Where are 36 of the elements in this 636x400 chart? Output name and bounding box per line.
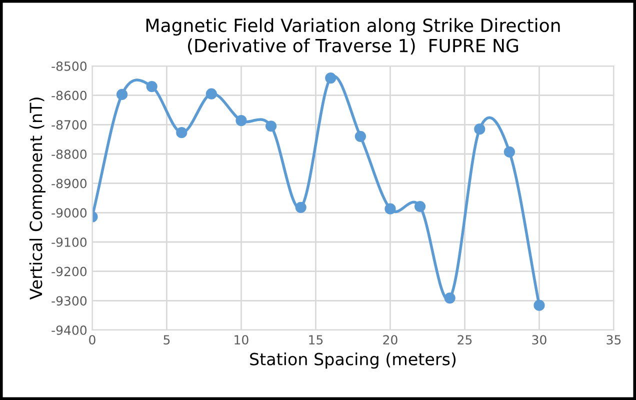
point	[534, 300, 545, 311]
x-tick-label: 5	[164, 335, 170, 345]
y-tick-label: -8600	[52, 90, 87, 100]
point	[325, 72, 336, 84]
x-tick-label: 25	[458, 335, 472, 345]
point	[444, 292, 456, 304]
y-tick-label: -9200	[52, 266, 87, 276]
y-tick-label: -9300	[52, 296, 87, 306]
y-tick-label: -8700	[52, 120, 87, 130]
x-tick-label: 20	[383, 335, 398, 345]
point	[354, 130, 366, 142]
chart-title: Magnetic Field Variation along Strike Direction (Derivative of Traverse 1) FUPRE NG	[146, 18, 560, 54]
point	[504, 146, 515, 158]
x-axis-title: Station Spacing (meters)	[250, 352, 456, 369]
point	[206, 88, 217, 100]
y-tick-label: -8500	[52, 61, 87, 71]
point	[116, 88, 128, 100]
y-axis-title: Vertical Component (nT)	[29, 98, 46, 300]
y-tick-label: -8900	[52, 178, 87, 188]
point	[265, 120, 277, 132]
point	[414, 200, 426, 212]
x-tick-label: 30	[532, 335, 546, 345]
y-tick-label: -9400	[52, 325, 87, 335]
x-tick-label: 35	[606, 335, 621, 345]
point	[295, 202, 306, 213]
point	[146, 80, 158, 92]
y-tick-label: -9100	[52, 237, 87, 247]
y-tick-label: -8800	[52, 149, 87, 159]
point	[176, 127, 188, 138]
x-tick-label: 0	[89, 335, 96, 345]
point	[384, 203, 396, 214]
x-tick-label: 15	[309, 335, 323, 345]
point	[236, 115, 247, 126]
point	[474, 124, 486, 135]
y-tick-label: -9000	[52, 208, 87, 218]
x-tick-label: 10	[234, 335, 248, 345]
